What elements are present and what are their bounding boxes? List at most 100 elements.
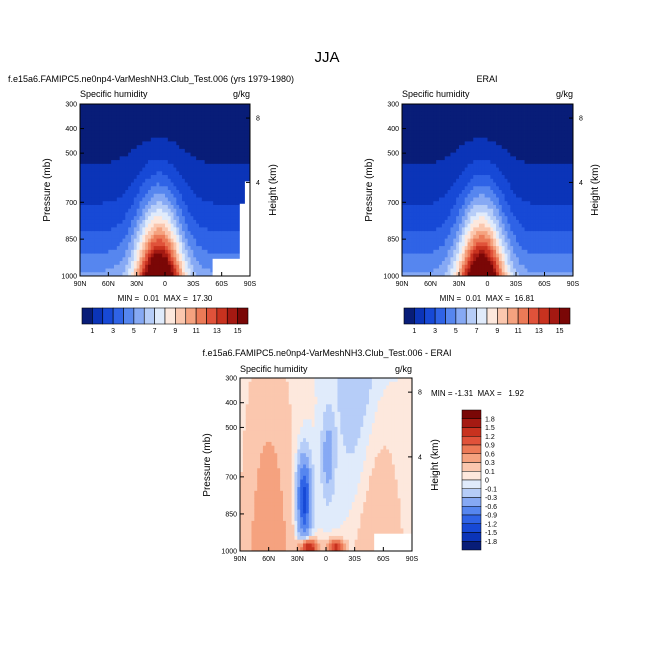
heatmap-cell (94, 208, 98, 213)
heatmap-cell (493, 111, 497, 116)
heatmap-cell (464, 118, 468, 124)
heatmap-cell (521, 152, 525, 157)
heatmap-cell (402, 208, 406, 213)
heatmap-cell (125, 264, 129, 269)
heatmap-cell (470, 126, 474, 131)
heatmap-cell (133, 156, 138, 161)
heatmap-cell (207, 175, 211, 180)
heatmap-cell (128, 261, 132, 266)
heatmap-cell (470, 238, 474, 243)
heatmap-cell (476, 182, 480, 187)
heatmap-cell (453, 137, 457, 142)
heatmap-cell (153, 238, 157, 243)
heatmap-cell (131, 201, 135, 206)
heatmap-cell (233, 122, 237, 127)
heatmap-cell (182, 193, 186, 198)
heatmap-cell (496, 204, 500, 210)
heatmap-cell (85, 145, 89, 150)
heatmap-cell (427, 223, 431, 228)
heatmap-cell (521, 253, 525, 258)
heatmap-cell (498, 249, 503, 254)
heatmap-cell (128, 137, 132, 142)
heatmap-cell (456, 126, 460, 131)
heatmap-cell (173, 133, 177, 139)
heatmap-cell (467, 227, 471, 232)
heatmap-cell (133, 231, 138, 236)
heatmap-cell (125, 186, 129, 191)
heatmap-cell (213, 175, 217, 180)
heatmap-cell (82, 272, 87, 277)
heatmap-cell (402, 160, 406, 165)
heatmap-cell (190, 130, 194, 135)
heatmap-cell (99, 246, 104, 251)
heatmap-cell (201, 104, 206, 109)
heatmap-cell (179, 193, 183, 198)
heatmap-cell (413, 145, 417, 150)
heatmap-cell (481, 238, 486, 243)
heatmap-cell (433, 141, 437, 146)
heatmap-cell (153, 219, 157, 225)
heatmap-cell (131, 212, 135, 217)
heatmap-cell (176, 130, 180, 135)
heatmap-cell (85, 264, 89, 269)
heatmap-cell (111, 122, 115, 127)
heatmap-cell (173, 104, 177, 109)
heatmap-cell (527, 231, 531, 236)
heatmap-cell (221, 253, 225, 258)
heatmap-cell (162, 234, 166, 240)
heatmap-cell (133, 122, 138, 127)
heatmap-cell (233, 227, 237, 232)
heatmap-cell (210, 111, 214, 116)
heatmap-cell (235, 126, 240, 131)
heatmap-cell (196, 186, 200, 191)
heatmap-cell (493, 231, 497, 236)
heatmap-cell (402, 197, 406, 202)
heatmap-cell (165, 216, 169, 221)
heatmap-cell (125, 145, 129, 150)
heatmap-cell (207, 145, 211, 150)
heatmap-cell (119, 118, 123, 124)
heatmap-cell (114, 186, 118, 191)
heatmap-cell (439, 253, 443, 258)
heatmap-cell (484, 268, 488, 273)
heatmap-cell (122, 122, 126, 127)
heatmap-cell (204, 204, 208, 210)
heatmap-cell (94, 163, 98, 168)
heatmap-cell (473, 216, 477, 221)
heatmap-cell (94, 133, 98, 139)
heatmap-cell (527, 201, 531, 206)
heatmap-cell (407, 171, 411, 176)
heatmap-cell (510, 201, 514, 206)
heatmap-cell (459, 145, 463, 150)
heatmap-cell (419, 253, 423, 258)
heatmap-cell (513, 231, 517, 236)
heatmap-cell (173, 148, 177, 154)
heatmap-cell (142, 137, 146, 142)
heatmap-cell (402, 246, 406, 251)
heatmap-cell (227, 130, 231, 135)
heatmap-cell (459, 156, 463, 161)
heatmap-cell (235, 253, 240, 258)
heatmap-cell (105, 156, 109, 161)
heatmap-cell (97, 122, 101, 127)
height-tick-label: 4 (256, 180, 260, 187)
heatmap-cell (182, 219, 186, 225)
heatmap-cell (145, 182, 149, 187)
heatmap-cell (470, 204, 474, 210)
heatmap-cell (173, 234, 177, 240)
heatmap-cell (244, 175, 248, 180)
heatmap-cell (459, 104, 463, 109)
heatmap-cell (111, 115, 115, 120)
heatmap-cell (99, 190, 104, 195)
heatmap-cell (244, 104, 248, 109)
heatmap-cell (467, 261, 471, 266)
heatmap-cell (105, 261, 109, 266)
heatmap-cell (196, 272, 200, 277)
heatmap-cell (119, 145, 123, 150)
heatmap-cell (447, 107, 451, 112)
heatmap-cell (413, 193, 417, 198)
heatmap-cell (165, 115, 169, 120)
heatmap-cell (162, 111, 166, 116)
heatmap-cell (102, 249, 106, 254)
heatmap-cell (427, 148, 431, 154)
